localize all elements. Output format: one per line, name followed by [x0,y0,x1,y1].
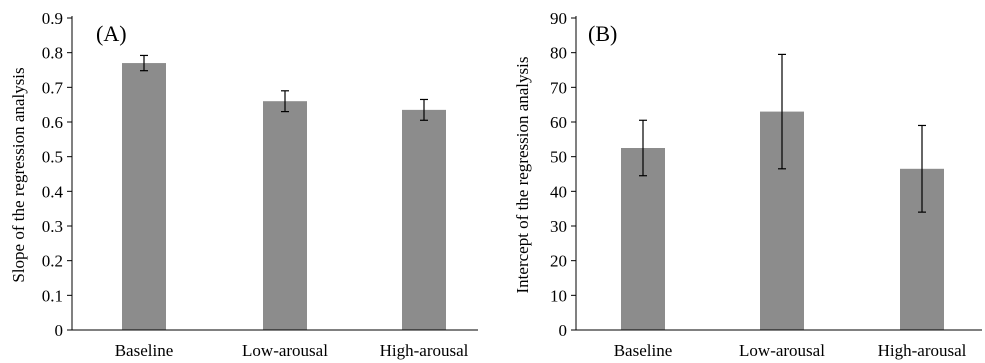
panel-b-y-tick-label-9: 90 [550,9,567,28]
panel-b-x-tick-label-2: High-arousal [878,341,967,360]
panel-a-y-tick-label-8: 0.8 [42,44,63,63]
panel-a-y-tick-label-0: 0 [55,321,64,340]
panel-a-x-tick-label-1: Low-arousal [242,341,328,360]
panel-b-x-tick-label-1: Low-arousal [739,341,825,360]
panel-a-y-tick-label-4: 0.4 [42,182,64,201]
panel-b-y-tick-label-0: 0 [559,321,568,340]
panel-b-bar-0 [621,148,665,330]
panel-b-y-tick-label-4: 40 [550,182,567,201]
panel-b-y-axis-label: Intercept of the regression analysis [513,57,532,294]
panel-b-y-tick-label-8: 80 [550,44,567,63]
panel-a-error-bar-0 [140,54,148,72]
panel-b-x-tick-label-0: Baseline [614,341,673,360]
panel-b-error-bar-0 [639,119,647,177]
panel-b-y-tick-label-6: 60 [550,113,567,132]
panel-a-y-tick-label-2: 0.2 [42,252,63,271]
panel-a-error-bar-1 [281,90,289,113]
panel-b-label: (B) [588,21,617,46]
panel-b-y-tick-label-1: 10 [550,286,567,305]
panel-a-y-axis-label: Slope of the regression analysis [9,67,28,282]
panel-b-error-bar-2 [918,124,926,213]
panel-b-error-bar-1 [778,53,786,170]
panel-a-y-tick-label-5: 0.5 [42,148,63,167]
panel-a-y-tick-label-6: 0.6 [42,113,63,132]
panel-b-chart: (B) Intercept of the regression analysis… [513,9,982,360]
panel-b-y-tick-label-2: 20 [550,252,567,271]
panel-a-y-tick-label-7: 0.7 [42,78,64,97]
panel-b-y-tick-label-7: 70 [550,78,567,97]
panel-a-x-tick-label-0: Baseline [115,341,174,360]
panel-a-bar-0 [122,63,166,331]
panel-a-bar-2 [402,109,446,330]
panel-b-y-tick-label-3: 30 [550,217,567,236]
panel-a-x-tick-label-2: High-arousal [380,341,469,360]
panel-a-error-bar-2 [420,98,428,121]
panel-a-chart: (A) Slope of the regression analysis 0 0.… [9,9,478,360]
panel-a-label: (A) [96,21,127,46]
panel-a-y-tick-label-9: 0.9 [42,9,63,28]
panel-b-y-tick-label-5: 50 [550,148,567,167]
panel-a-y-tick-label-3: 0.3 [42,217,63,236]
panel-a-y-tick-label-1: 0.1 [42,286,63,305]
panel-a-bar-1 [263,101,307,330]
